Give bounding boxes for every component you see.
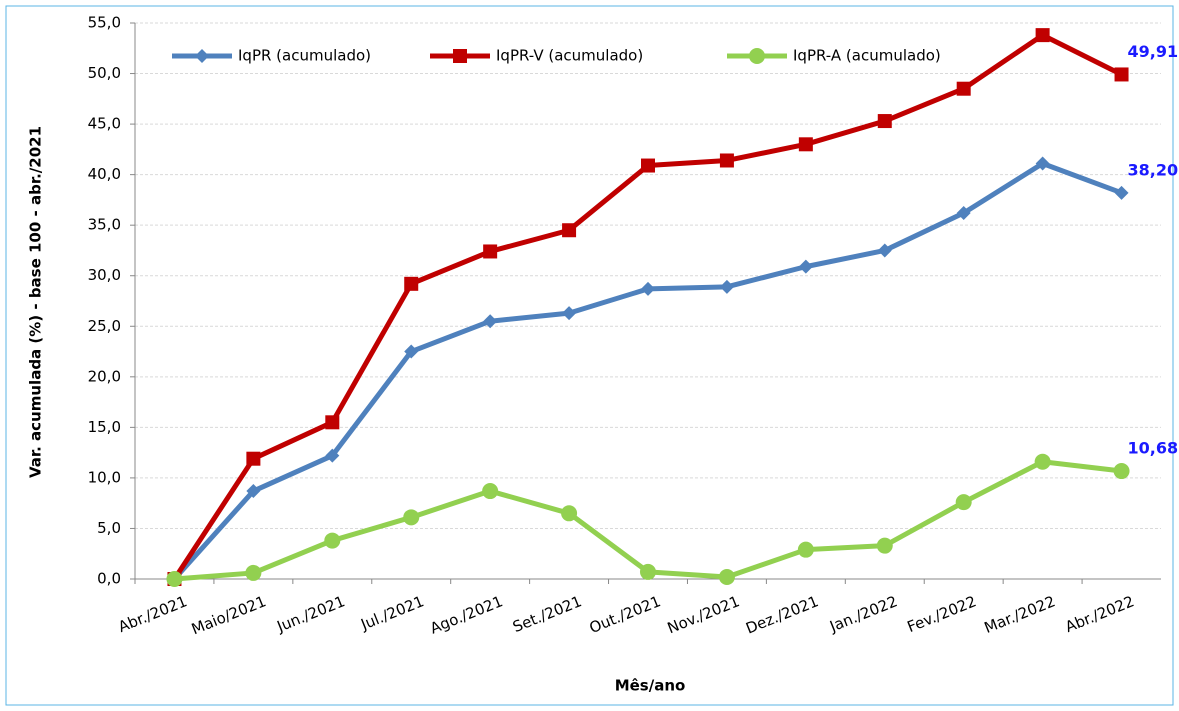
marker xyxy=(956,206,971,221)
legend-marker xyxy=(453,49,467,63)
marker xyxy=(325,415,340,430)
marker xyxy=(1034,453,1051,470)
y-tick-label: 30,0 xyxy=(88,266,121,284)
chart-frame xyxy=(5,5,1174,706)
marker xyxy=(719,279,734,294)
y-tick-label: 35,0 xyxy=(88,216,121,234)
legend-marker xyxy=(195,49,209,63)
marker xyxy=(1035,156,1050,171)
marker xyxy=(719,153,734,168)
marker xyxy=(325,448,340,463)
legend-marker xyxy=(749,48,765,64)
y-tick-label: 40,0 xyxy=(88,165,121,183)
marker xyxy=(561,505,578,522)
marker xyxy=(1114,185,1129,200)
marker xyxy=(562,223,577,238)
marker xyxy=(403,509,420,526)
marker xyxy=(641,158,655,173)
marker xyxy=(245,564,262,581)
marker xyxy=(1114,67,1129,82)
marker xyxy=(404,344,419,359)
marker xyxy=(166,571,183,587)
value-label: 38,20 xyxy=(1128,160,1179,179)
x-axis-title: Mês/ano xyxy=(615,677,686,695)
marker xyxy=(404,276,419,291)
value-label: 10,68 xyxy=(1128,439,1179,458)
marker xyxy=(797,541,814,558)
marker xyxy=(955,494,972,511)
y-tick-label: 0,0 xyxy=(97,570,121,588)
marker xyxy=(246,484,261,499)
legend-label: IqPR (acumulado) xyxy=(238,47,371,65)
y-tick-label: 45,0 xyxy=(88,115,121,133)
y-axis-title: Var. acumulada (%) - base 100 - abr./202… xyxy=(27,126,45,478)
marker xyxy=(1035,28,1050,43)
marker xyxy=(877,243,892,258)
marker xyxy=(641,281,655,296)
marker xyxy=(246,451,261,466)
marker xyxy=(956,81,971,96)
marker xyxy=(483,314,498,329)
value-label: 49,91 xyxy=(1128,42,1179,61)
legend-label: IqPR-A (acumulado) xyxy=(793,47,941,65)
marker xyxy=(798,259,813,274)
marker xyxy=(640,563,656,580)
y-tick-label: 50,0 xyxy=(88,64,121,82)
marker xyxy=(798,137,813,152)
marker xyxy=(877,114,892,129)
legend-label: IqPR-V (acumulado) xyxy=(496,47,643,65)
marker xyxy=(483,244,498,259)
y-tick-label: 55,0 xyxy=(88,14,121,32)
marker xyxy=(876,537,893,554)
y-tick-label: 5,0 xyxy=(97,519,121,537)
marker xyxy=(1113,463,1130,480)
y-tick-label: 15,0 xyxy=(88,418,121,436)
y-tick-label: 25,0 xyxy=(88,317,121,335)
marker xyxy=(324,532,341,549)
marker xyxy=(562,306,577,321)
y-tick-label: 10,0 xyxy=(88,468,121,486)
marker xyxy=(718,568,735,585)
marker xyxy=(482,483,499,500)
y-tick-label: 20,0 xyxy=(88,367,121,385)
